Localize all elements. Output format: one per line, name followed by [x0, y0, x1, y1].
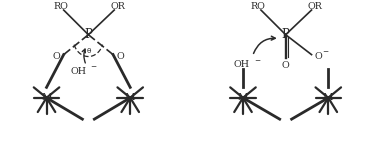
Text: −: − — [322, 49, 328, 55]
Text: M: M — [125, 93, 136, 102]
Text: M: M — [323, 93, 334, 102]
Text: OR: OR — [307, 2, 322, 11]
Text: O: O — [282, 61, 290, 70]
Text: P: P — [282, 28, 290, 41]
Text: RO: RO — [250, 2, 265, 11]
Text: P: P — [84, 28, 92, 41]
Text: RO: RO — [53, 2, 68, 11]
Text: θ: θ — [87, 48, 91, 54]
Text: M: M — [41, 93, 52, 102]
Text: O: O — [315, 53, 322, 61]
Text: O: O — [53, 53, 60, 61]
Text: −: − — [90, 64, 97, 70]
Text: M: M — [238, 93, 248, 102]
Text: OH: OH — [234, 60, 250, 69]
Text: OR: OR — [110, 2, 125, 11]
Text: OH: OH — [70, 67, 87, 76]
Text: −: − — [254, 58, 260, 64]
Text: O: O — [116, 53, 124, 61]
